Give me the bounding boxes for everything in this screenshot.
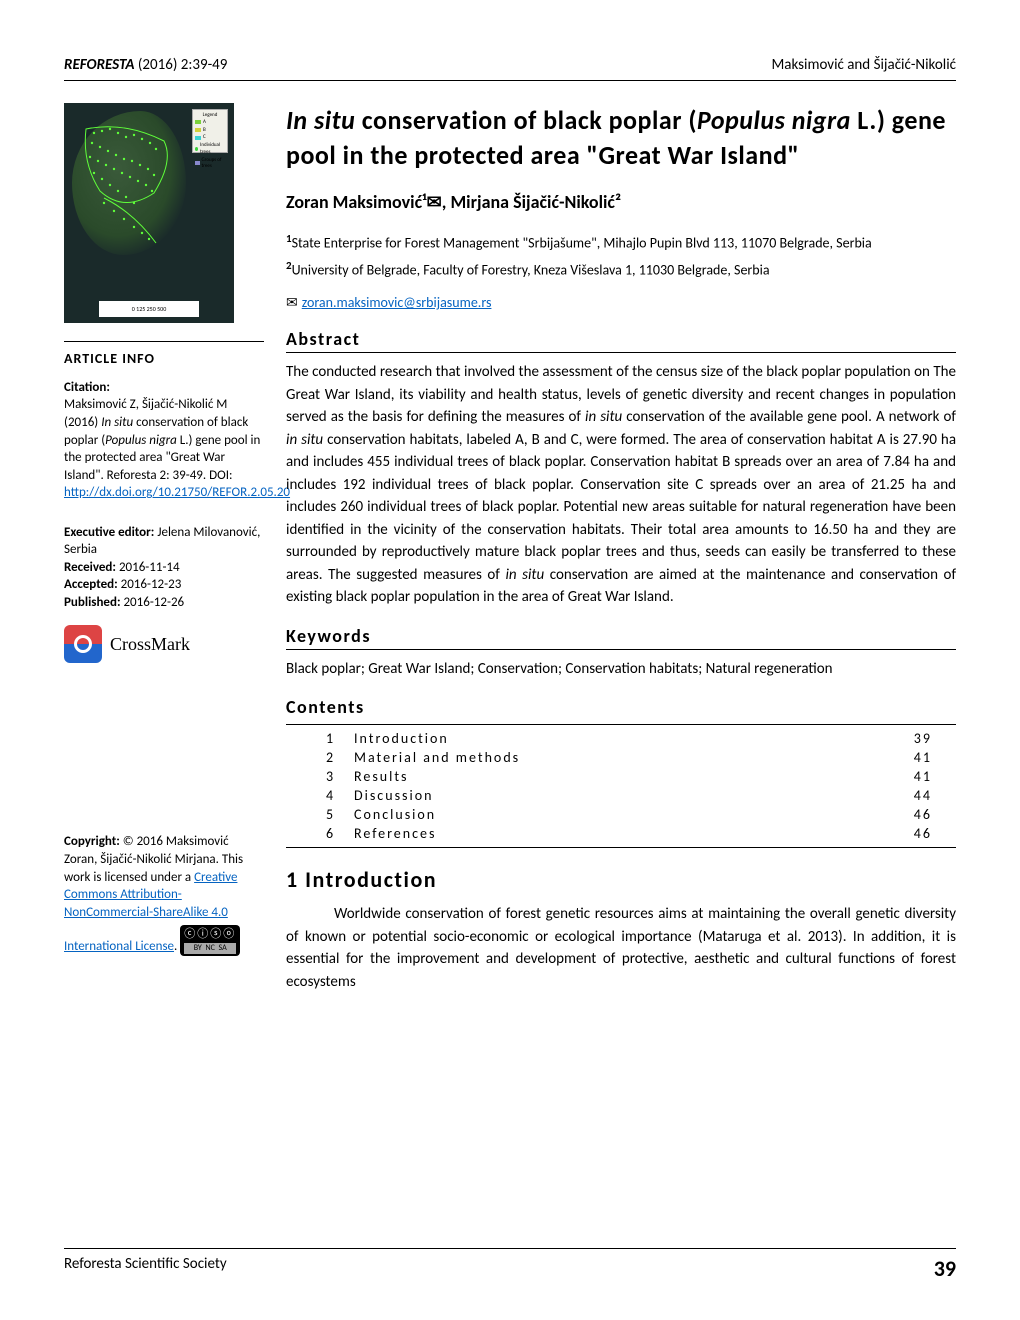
abstract-text: The conducted research that involved the… — [286, 361, 956, 609]
map-scale-bar: 0 125 250 500 — [99, 301, 199, 317]
envelope-icon: ✉ — [286, 294, 298, 311]
toc-row: 5Conclusion46 — [286, 805, 956, 824]
citation-block: Citation: Maksimović Z, Šijačić-Nikolić … — [64, 379, 264, 502]
citation-label: Citation: — [64, 380, 110, 395]
main-column: In situ conservation of black poplar (Po… — [286, 103, 956, 993]
introduction-heading: 1 Introduction — [286, 866, 956, 893]
toc-row: 6References46 — [286, 824, 956, 843]
journal-name: REFORESTA — [64, 56, 134, 74]
author-line: Zoran Maksimović¹✉, Mirjana Šijačić-Niko… — [286, 191, 956, 213]
page-number: 39 — [934, 1255, 956, 1282]
affiliation-2: 2University of Belgrade, Faculty of Fore… — [286, 258, 956, 281]
page-footer: Reforesta Scientific Society 39 — [64, 1248, 956, 1282]
abstract-heading: Abstract — [286, 328, 956, 353]
doi-link[interactable]: http://dx.doi.org/10.21750/REFOR.2.05.20 — [64, 485, 290, 500]
article-title: In situ conservation of black poplar (Po… — [286, 103, 956, 173]
crossmark-icon — [64, 625, 102, 663]
map-legend: Legend A B C Individual trees Groups of … — [192, 109, 228, 153]
footer-publisher: Reforesta Scientific Society — [64, 1255, 227, 1282]
map-thumbnail: Legend A B C Individual trees Groups of … — [64, 103, 234, 323]
toc-row: 3Results41 — [286, 767, 956, 786]
header-authors: Maksimović and Šijačić-Nikolić — [771, 56, 956, 74]
table-of-contents: 1Introduction39 2Material and methods41 … — [286, 724, 956, 848]
keywords-text: Black poplar; Great War Island; Conserva… — [286, 658, 956, 681]
article-info-heading: ARTICLE INFO — [64, 350, 264, 369]
toc-row: 1Introduction39 — [286, 729, 956, 748]
journal-issue: (2016) 2:39-49 — [134, 56, 227, 74]
introduction-paragraph: Worldwide conservation of forest genetic… — [286, 903, 956, 993]
copyright-block: Copyright: © 2016 Maksimović Zoran, Šija… — [64, 833, 264, 955]
affiliation-1: 1State Enterprise for Forest Management … — [286, 231, 956, 254]
sidebar: Legend A B C Individual trees Groups of … — [64, 103, 264, 993]
toc-row: 2Material and methods41 — [286, 748, 956, 767]
contents-heading: Contents — [286, 696, 956, 718]
crossmark-badge[interactable]: CrossMark — [64, 625, 264, 663]
journal-ref: REFORESTA (2016) 2:39-49 — [64, 56, 227, 74]
running-header: REFORESTA (2016) 2:39-49 Maksimović and … — [64, 56, 956, 74]
header-rule — [64, 80, 956, 81]
crossmark-label: CrossMark — [110, 632, 190, 656]
cc-badge-icon: ⓒⓘⓢⓞ BY NC SA — [180, 925, 240, 956]
dates-block: Executive editor: Jelena Milovanović, Se… — [64, 524, 264, 612]
toc-row: 4Discussion44 — [286, 786, 956, 805]
email-link[interactable]: zoran.maksimovic@srbijasume.rs — [302, 294, 492, 311]
corresponding-email: ✉zoran.maksimovic@srbijasume.rs — [286, 293, 956, 312]
keywords-heading: Keywords — [286, 625, 956, 650]
